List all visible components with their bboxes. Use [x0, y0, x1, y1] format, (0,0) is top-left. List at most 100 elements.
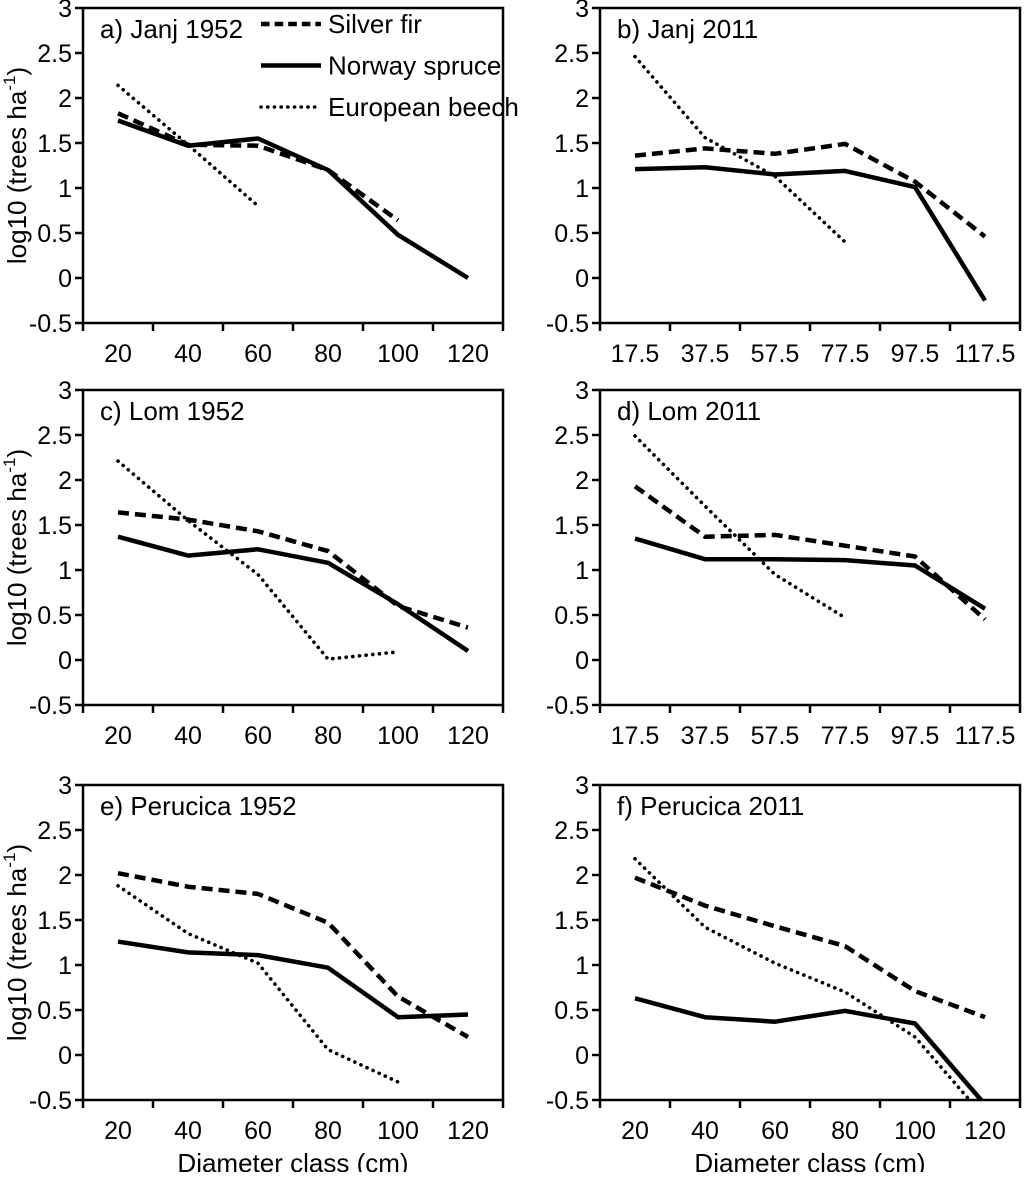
y-tick-label: 0 [575, 265, 589, 293]
y-tick-label: -0.5 [29, 310, 72, 338]
y-tick-label: -0.5 [29, 692, 72, 720]
y-tick-label: 3 [58, 377, 72, 405]
series-group [116, 83, 470, 280]
x-tick-label: 120 [964, 1117, 1006, 1145]
y-tick-label: -0.5 [546, 1087, 589, 1115]
panel-d: 3 2.5 2 1.5 1 0.5 0 -0.5 17.5 37.5 57.5 77.5 97.5 117… [546, 377, 1022, 750]
y-tick-label: 1 [58, 175, 72, 203]
y-tick-label: 0.5 [37, 220, 72, 248]
series-silver-fir [117, 870, 470, 1039]
x-tick-label: 80 [314, 722, 342, 750]
legend: Silver fir Norway spruce European beech [259, 9, 519, 122]
x-tick-label: 77.5 [821, 340, 870, 368]
x-tick-label: 80 [831, 1117, 859, 1145]
y-tick-label: 0.5 [37, 602, 72, 630]
panel-title: f) Perucica 2011 [617, 791, 804, 821]
y-tick-label: -0.5 [29, 1087, 72, 1115]
x-tick-label: 40 [691, 1117, 719, 1145]
y-tick-label: 0 [58, 1042, 72, 1070]
plot-border [81, 388, 505, 707]
series-norway-spruce [634, 165, 987, 302]
y-tick-label: 3 [575, 377, 589, 405]
y-tick-label: 1.5 [37, 907, 72, 935]
y-tick-label: -0.5 [546, 310, 589, 338]
y-tick-label: 1 [575, 175, 589, 203]
x-tick-label: 37.5 [681, 722, 730, 750]
y-tick-label: 2.5 [37, 817, 72, 845]
legend-label-norway-spruce: Norway spruce [328, 51, 501, 81]
y-tick-label: 1 [575, 952, 589, 980]
x-tick-label: 100 [377, 722, 419, 750]
plot-border [81, 783, 505, 1102]
y-axis-label: log10 (trees ha-1) [0, 449, 32, 646]
x-axis-label: Diameter class (cm) [694, 1148, 925, 1172]
x-tick-label: 17.5 [611, 340, 660, 368]
series-european-beech [633, 856, 972, 1100]
x-tick-label: 20 [104, 340, 132, 368]
x-tick-label: 80 [314, 340, 342, 368]
y-tick-label: 0.5 [554, 997, 589, 1025]
plot-border [598, 783, 1022, 1102]
y-tick-label: 0 [58, 647, 72, 675]
y-tick-label: 1.5 [554, 130, 589, 158]
y-axis-label: log10 (trees ha-1) [0, 67, 32, 264]
x-tick-label: 120 [447, 1117, 489, 1145]
y-tick-label: 0.5 [37, 997, 72, 1025]
x-tick-label: 60 [761, 1117, 789, 1145]
plot-border [598, 388, 1022, 707]
y-tick-label: -0.5 [546, 692, 589, 720]
panel-c: 3 2.5 2 1.5 1 0.5 0 -0.5 20 40 60 80 100 120 c) Lom 19… [0, 377, 505, 750]
y-tick-label: 2 [58, 85, 72, 113]
x-tick-label: 57.5 [751, 340, 800, 368]
x-tick-label: 20 [104, 722, 132, 750]
x-tick-label: 40 [174, 722, 202, 750]
y-tick-label: 2 [58, 467, 72, 495]
x-tick-label: 17.5 [611, 722, 660, 750]
series-norway-spruce [634, 996, 985, 1100]
x-tick-label: 120 [447, 340, 489, 368]
y-tick-label: 3 [58, 772, 72, 800]
x-tick-label: 100 [377, 1117, 419, 1145]
x-tick-label: 97.5 [891, 340, 940, 368]
series-norway-spruce [117, 118, 470, 280]
series-norway-spruce [117, 534, 470, 653]
x-tick-label: 97.5 [891, 722, 940, 750]
y-tick-label: 2.5 [554, 422, 589, 450]
panel-a: 3 2.5 2 1.5 1 0.5 0 -0.5 20 40 60 80 100 120 a) Janj 1… [0, 0, 519, 368]
y-tick-label: 3 [575, 772, 589, 800]
series-group [116, 870, 470, 1084]
y-tick-label: 1 [575, 557, 589, 585]
series-silver-fir [634, 141, 987, 239]
x-tick-label: 100 [377, 340, 419, 368]
y-tick-label: 1.5 [554, 907, 589, 935]
y-tick-label: 0 [575, 1042, 589, 1070]
x-tick-label: 57.5 [751, 722, 800, 750]
y-tick-label: 0.5 [554, 220, 589, 248]
panel-title: d) Lom 2011 [617, 396, 761, 426]
y-tick-label: 1.5 [554, 512, 589, 540]
panel-title: c) Lom 1952 [100, 396, 245, 426]
y-tick-label: 2.5 [37, 422, 72, 450]
series-european-beech [633, 434, 847, 620]
y-tick-label: 2.5 [554, 817, 589, 845]
panel-title: e) Perucica 1952 [100, 791, 297, 821]
y-tick-label: 2 [575, 85, 589, 113]
series-group [633, 54, 987, 302]
series-group [633, 856, 986, 1100]
plot-border [598, 6, 1022, 325]
y-tick-label: 0.5 [554, 602, 589, 630]
legend-label-silver-fir: Silver fir [328, 9, 422, 39]
y-tick-label: 1.5 [37, 130, 72, 158]
y-tick-label: 2.5 [554, 40, 589, 68]
y-tick-label: 1 [58, 952, 72, 980]
series-norway-spruce [634, 536, 987, 611]
y-tick-label: 3 [58, 0, 72, 23]
x-tick-label: 60 [244, 722, 272, 750]
series-european-beech [116, 459, 400, 661]
panel-b: 3 2.5 2 1.5 1 0.5 0 -0.5 17.5 37.5 57.5 77.5 97.5 117… [546, 0, 1022, 368]
x-tick-label: 20 [104, 1117, 132, 1145]
x-tick-label: 117.5 [955, 340, 1016, 368]
y-tick-label: 1 [58, 557, 72, 585]
